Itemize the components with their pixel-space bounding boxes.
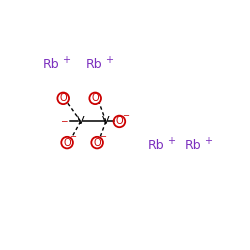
Text: O: O xyxy=(116,116,123,126)
Text: +: + xyxy=(105,56,113,66)
Text: +: + xyxy=(62,56,70,66)
Text: −: − xyxy=(70,132,76,141)
Text: Rb: Rb xyxy=(184,139,201,152)
Text: +: + xyxy=(167,136,175,146)
Text: Rb: Rb xyxy=(86,58,102,71)
Text: V: V xyxy=(102,116,110,126)
Text: Rb: Rb xyxy=(148,139,164,152)
Text: O: O xyxy=(92,93,99,103)
Text: −: − xyxy=(100,132,106,141)
Text: V: V xyxy=(77,116,84,126)
Text: −: − xyxy=(122,111,129,120)
Text: −: − xyxy=(60,116,68,125)
Text: O: O xyxy=(93,138,101,147)
Text: Rb: Rb xyxy=(43,58,60,71)
Text: O: O xyxy=(63,138,71,147)
Text: O: O xyxy=(60,93,67,103)
Text: +: + xyxy=(204,136,212,146)
